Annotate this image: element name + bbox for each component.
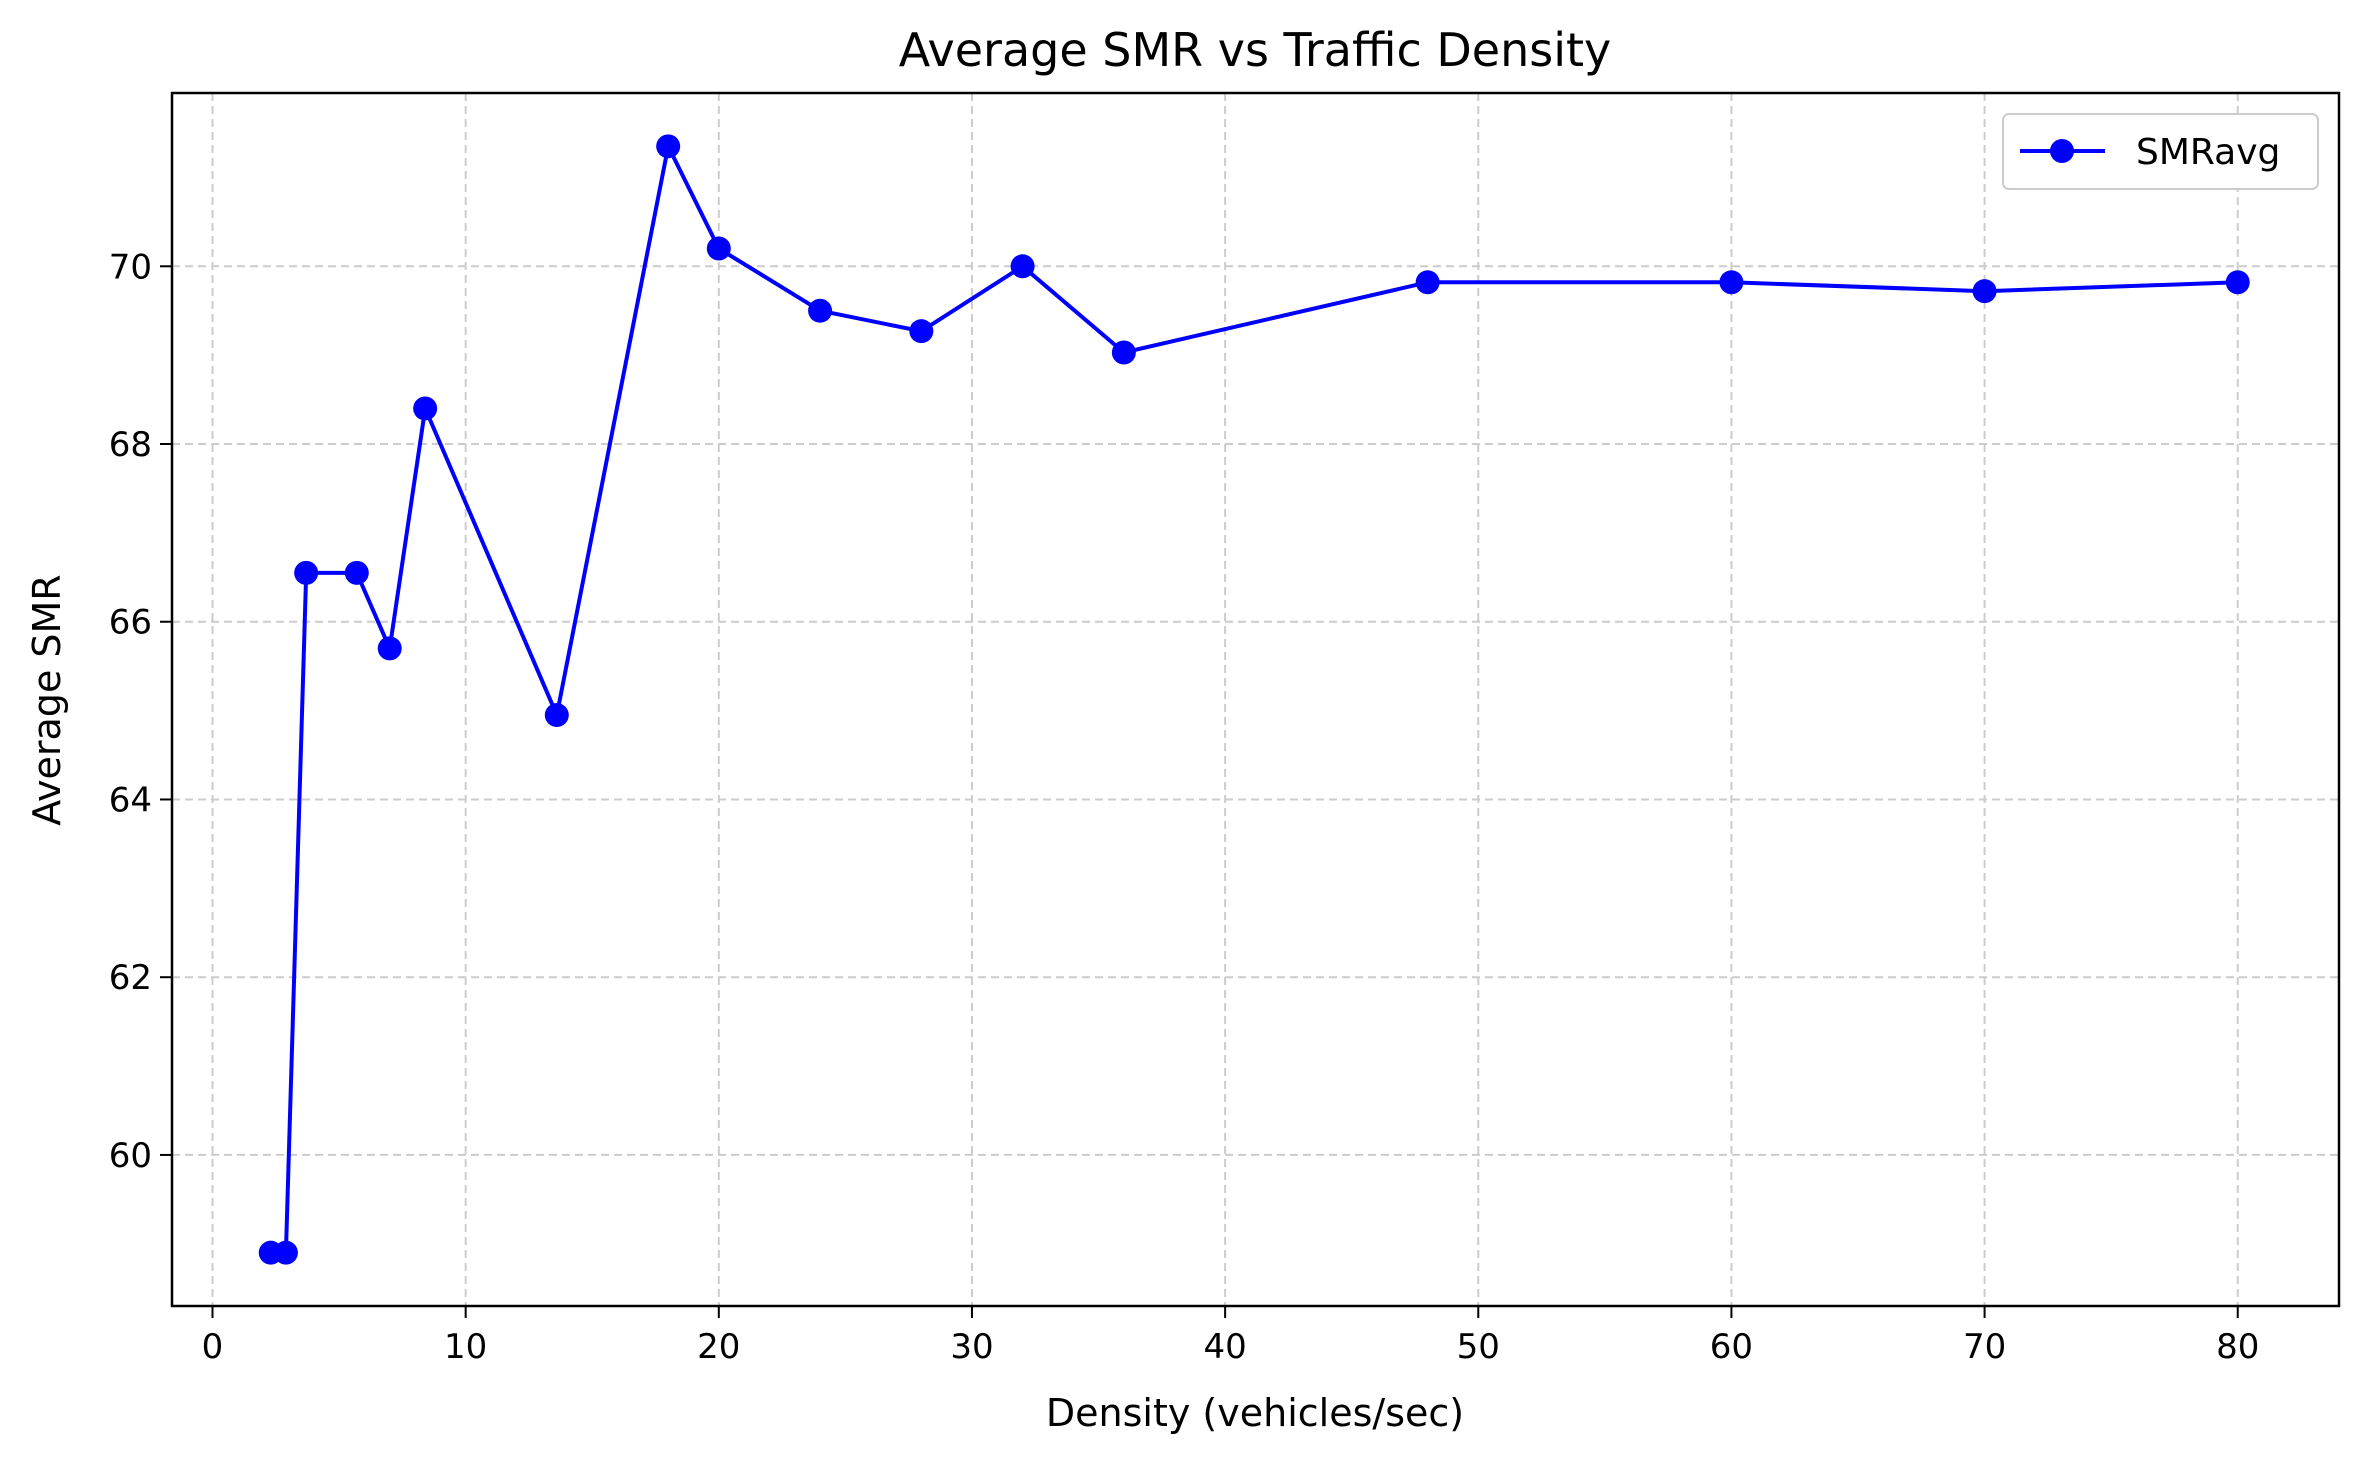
x-tick-label: 60 bbox=[1710, 1327, 1753, 1367]
y-tick-label: 66 bbox=[109, 603, 152, 643]
x-axis-label: Density (vehicles/sec) bbox=[1046, 1391, 1464, 1435]
x-tick-label: 20 bbox=[697, 1327, 740, 1367]
data-point bbox=[808, 298, 833, 323]
y-axis-label: Average SMR bbox=[25, 574, 69, 825]
plot-frame bbox=[170, 91, 2341, 1308]
data-point bbox=[294, 560, 319, 585]
data-point bbox=[544, 703, 569, 728]
data-point bbox=[1719, 270, 1744, 295]
data-point bbox=[706, 236, 731, 261]
legend-box bbox=[2002, 113, 2319, 190]
x-tick-label: 10 bbox=[444, 1327, 487, 1367]
y-tick-label: 64 bbox=[109, 780, 152, 820]
x-tick-label: 50 bbox=[1457, 1327, 1500, 1367]
legend: SMRavg bbox=[2002, 113, 2319, 190]
data-point bbox=[1972, 279, 1997, 304]
data-point bbox=[2225, 270, 2250, 295]
y-tick-label: 62 bbox=[109, 958, 152, 998]
x-tick-label: 30 bbox=[950, 1327, 993, 1367]
data-point bbox=[413, 396, 438, 421]
chart-title: Average SMR vs Traffic Density bbox=[899, 23, 1612, 77]
x-tick-label: 70 bbox=[1963, 1327, 2006, 1367]
legend-marker bbox=[2050, 139, 2074, 163]
y-tick-label: 60 bbox=[109, 1136, 152, 1176]
data-point bbox=[1111, 340, 1136, 365]
y-tick-label: 68 bbox=[109, 425, 152, 465]
x-tick-label: 40 bbox=[1203, 1327, 1246, 1367]
data-point bbox=[344, 560, 369, 585]
x-tick-label: 0 bbox=[202, 1327, 224, 1367]
y-axis-ticks: 60 62 64 66 68 70 bbox=[109, 247, 172, 1176]
legend-label: SMRavg bbox=[2136, 132, 2280, 173]
data-point bbox=[909, 319, 934, 344]
x-axis-ticks: 0 10 20 30 40 50 60 70 80 bbox=[202, 1306, 2259, 1367]
data-point bbox=[1010, 254, 1035, 279]
y-tick-label: 70 bbox=[109, 247, 152, 287]
data-point bbox=[377, 636, 402, 661]
x-tick-label: 80 bbox=[2216, 1327, 2259, 1367]
data-point bbox=[1415, 270, 1440, 295]
series-layer bbox=[258, 134, 2250, 1265]
data-point bbox=[273, 1240, 298, 1265]
data-point bbox=[656, 134, 681, 159]
